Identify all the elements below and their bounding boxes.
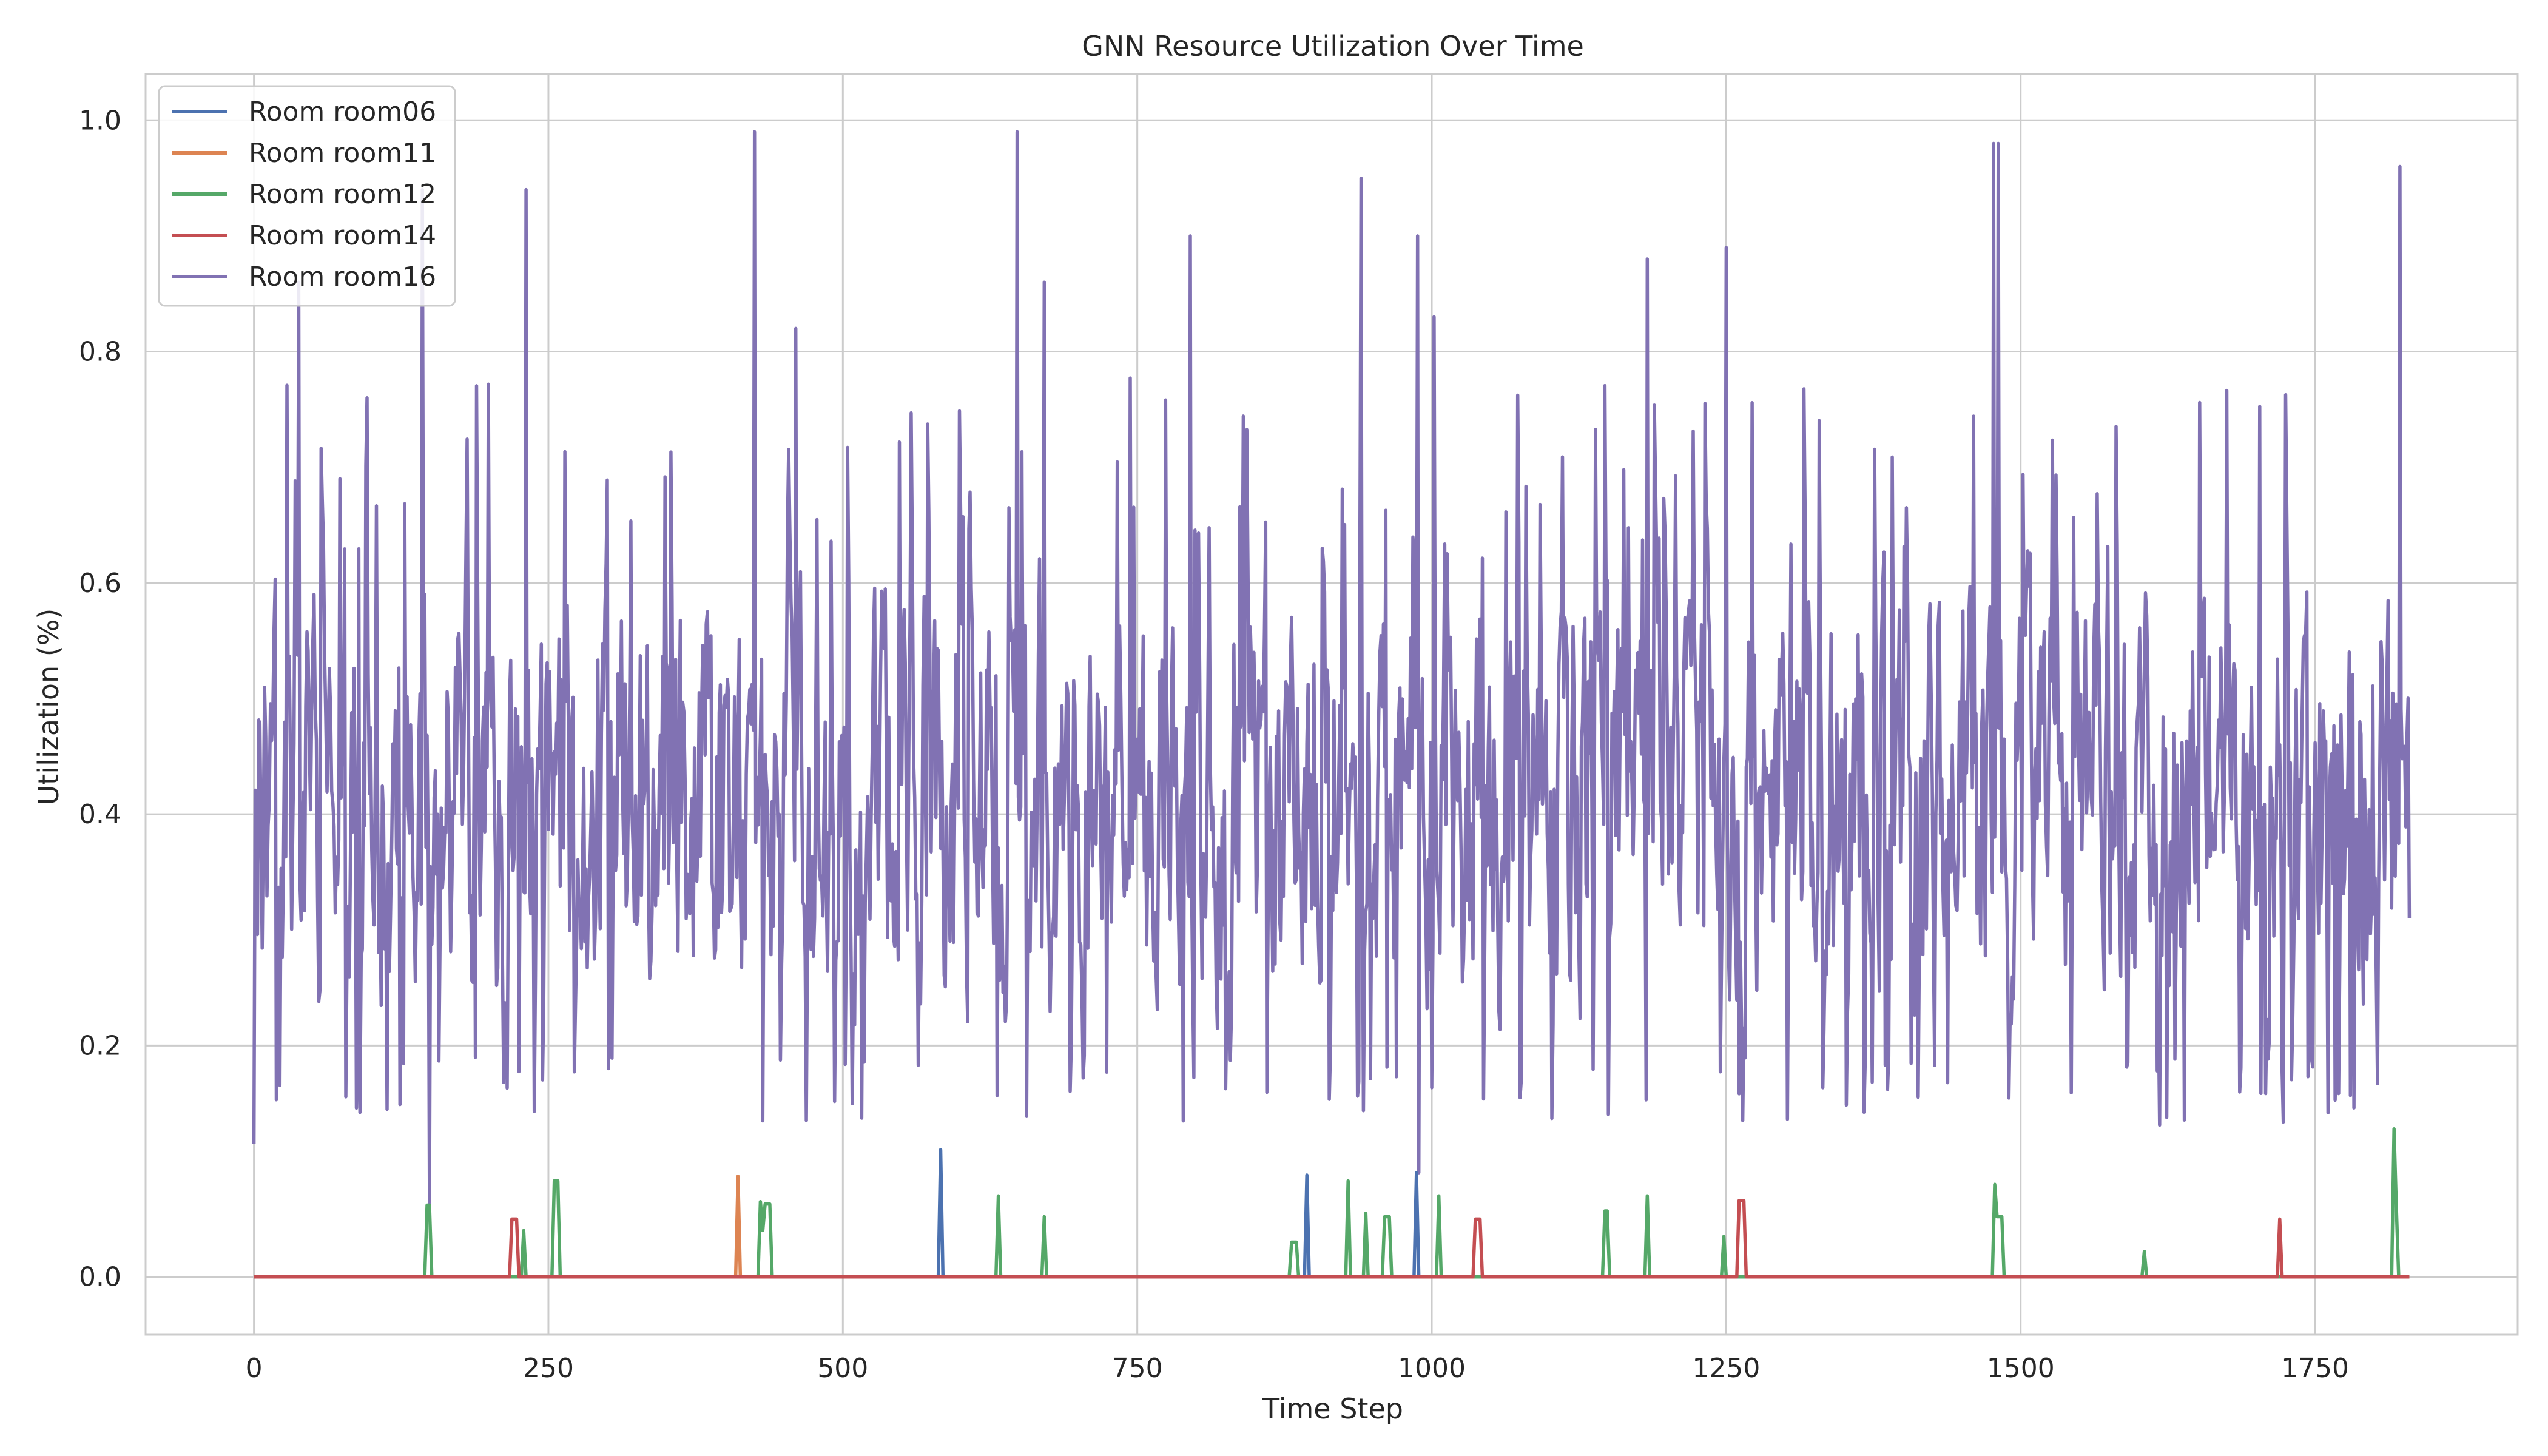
series-line-room14: [254, 1199, 2410, 1279]
series-line-room12: [254, 1127, 2410, 1279]
x-axis-label: Time Step: [1262, 1392, 1403, 1425]
series-line-room16: [252, 130, 2412, 1210]
tick-labels: 0 250 500 750 1000 1250 1500 1750 0.0 0.2 0.4 0.6 0.…: [79, 105, 2349, 1384]
y-tick-label: 0.2: [79, 1030, 121, 1061]
x-tick-label: 1750: [2281, 1353, 2349, 1384]
y-tick-label: 0.4: [79, 799, 121, 830]
x-tick-label: 1250: [1692, 1353, 1760, 1384]
plot-area-frame: [144, 73, 2519, 1336]
legend-label: Room room14: [249, 220, 436, 251]
x-tick-label: 500: [817, 1353, 868, 1384]
x-tick-label: 1000: [1398, 1353, 1466, 1384]
series-lines: [252, 130, 2412, 1279]
chart-title: GNN Resource Utilization Over Time: [1082, 30, 1584, 62]
legend-box: [158, 85, 456, 307]
x-tick-label: 0: [246, 1353, 263, 1384]
y-tick-label: 0.0: [79, 1262, 121, 1293]
legend-label: Room room06: [249, 96, 436, 127]
legend-label: Room room11: [249, 138, 436, 169]
y-axis-label: Utilization (%): [32, 608, 65, 806]
x-tick-label: 250: [523, 1353, 574, 1384]
x-tick-label: 1500: [1987, 1353, 2055, 1384]
y-tick-label: 1.0: [79, 105, 121, 136]
legend: Room room06 Room room11 Room room12 Room ro…: [158, 85, 456, 307]
y-tick-label: 0.6: [79, 568, 121, 599]
series-line-room06: [254, 1148, 2410, 1279]
legend-label: Room room16: [249, 261, 436, 292]
y-tick-label: 0.8: [79, 337, 121, 368]
legend-label: Room room12: [249, 179, 436, 210]
x-tick-label: 750: [1112, 1353, 1163, 1384]
